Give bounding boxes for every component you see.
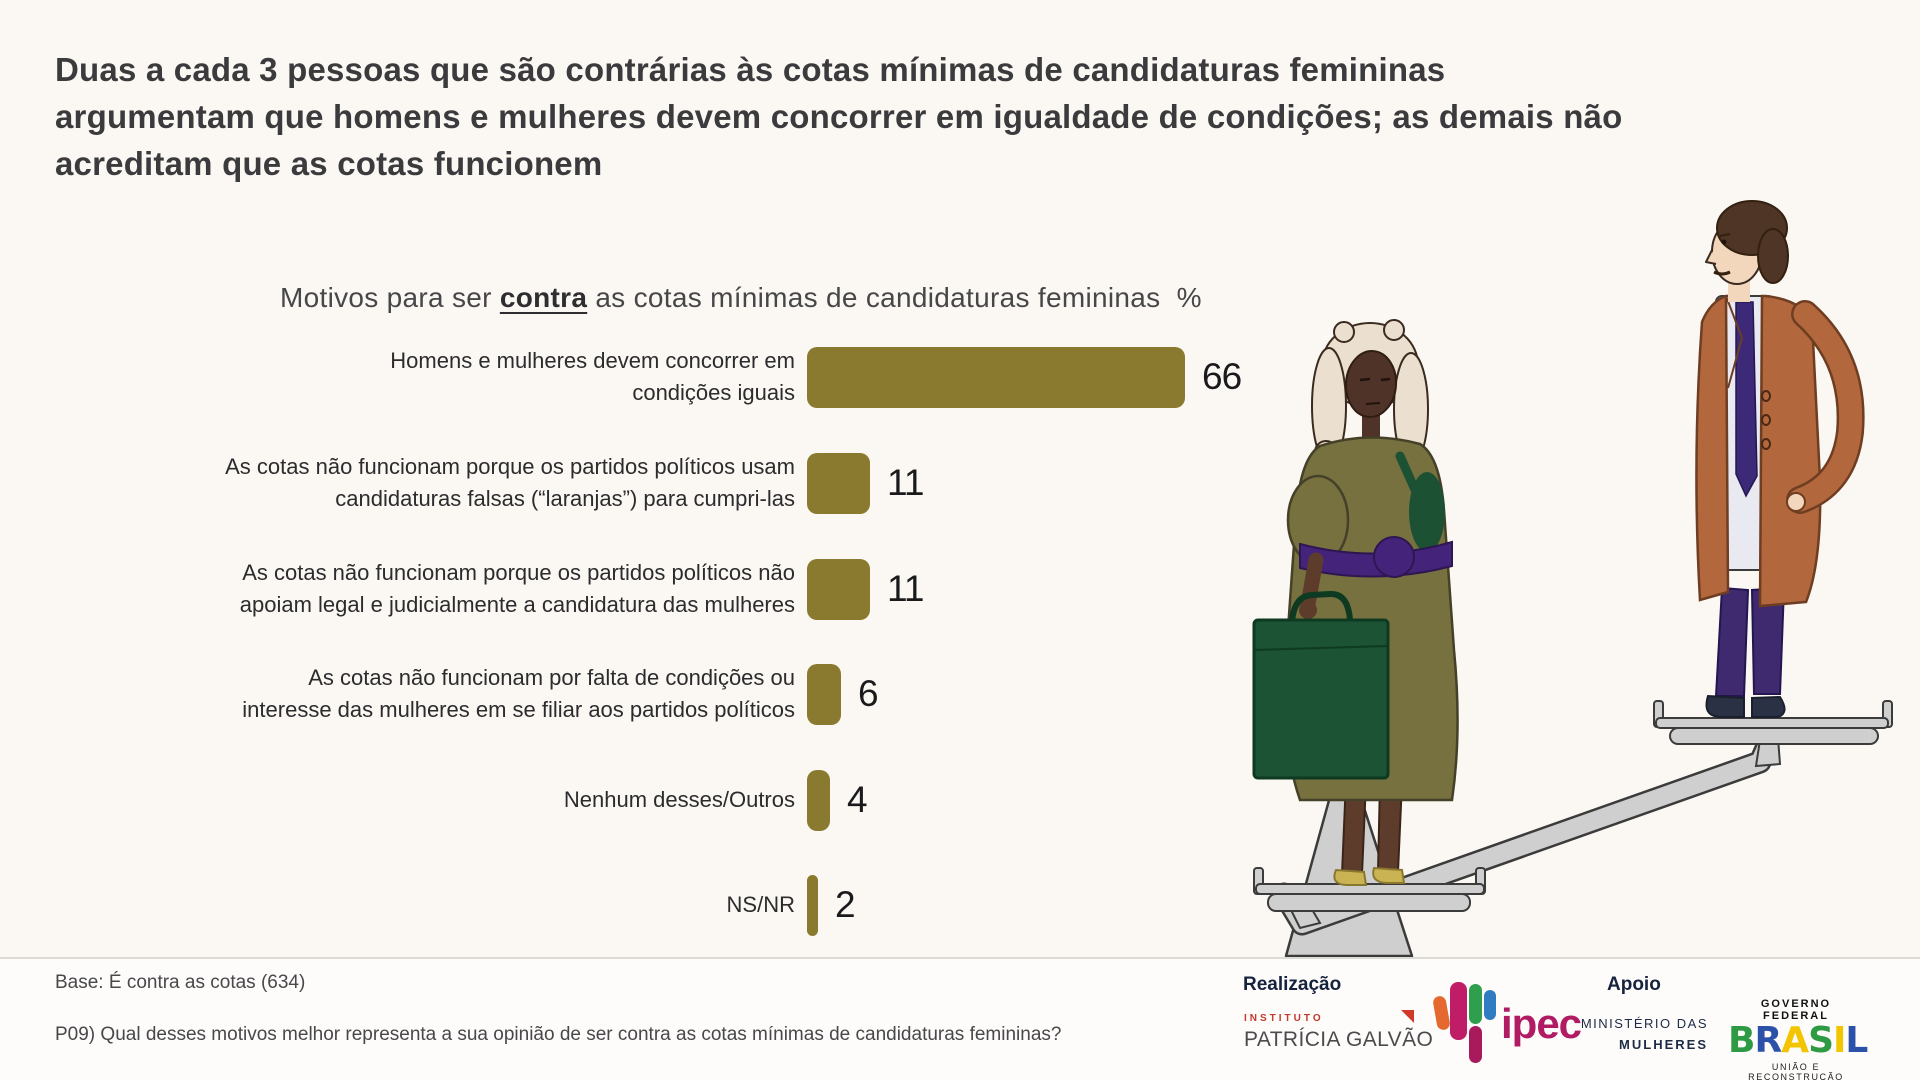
ministerio-line1: MINISTÉRIO DAS [1580,1016,1708,1031]
value-label: 66 [1202,356,1242,397]
realizacao-label: Realização [1243,974,1342,995]
page-title: Duas a cada 3 pessoas que são contrárias… [55,51,1623,182]
chart-title-suffix: as cotas mínimas de candidaturas feminin… [587,282,1202,313]
value-label: 11 [887,568,924,609]
patricia-galvao-label: PATRÍCIA GALVÃO [1244,1028,1434,1051]
ministerio-mulheres-logo: MINISTÉRIO DAS MULHERES [1578,1016,1708,1052]
bar-row: As cotas não funcionam porque os partido… [55,536,924,642]
value-label: 6 [858,673,879,714]
bar [807,558,870,620]
bar-row: NS/NR 2 [55,852,856,958]
red-triangle-icon [1401,1010,1414,1023]
footer [0,959,1920,1080]
ipec-label: ipec [1501,1000,1582,1047]
patricia-galvao-logo: INSTITUTO PATRÍCIA GALVÃO [1244,1010,1434,1052]
category-label: Homens e mulheres devem concorrer em con… [390,348,795,405]
survey-question: P09) Qual desses motivos melhor represen… [55,1024,1062,1045]
value-label: 11 [887,462,924,503]
value-label: 4 [847,779,868,820]
chart-title-prefix: Motivos para ser [280,282,500,313]
category-label: As cotas não funcionam porque os partido… [225,454,795,511]
instituto-label: INSTITUTO [1244,1013,1324,1024]
woman-figure [1252,319,1459,886]
bar [807,346,1185,408]
scale-illustration [1252,200,1893,958]
category-label: As cotas não funcionam por falta de cond… [242,665,795,722]
chart-title: Motivos para ser contra as cotas mínimas… [280,282,1202,314]
value-label: 2 [835,884,856,925]
chart-title-emphasis: contra [499,282,588,313]
right-scale-plate [1653,700,1893,768]
category-label: As cotas não funcionam porque os partido… [239,560,795,617]
category-label: Nenhum desses/Outros [563,787,795,812]
bar [807,874,818,936]
footer-divider [0,957,1920,959]
bar [807,663,841,725]
man-figure [1695,200,1865,718]
governo-federal-logo: GOVERNO FEDERAL BRASIL UNIÃO E RECONSTRU… [1728,998,1868,1080]
bar-row: Nenhum desses/Outros 4 [55,747,868,853]
bar-row: Homens e mulheres devem concorrer em con… [55,324,1242,430]
apoio-label: Apoio [1607,974,1661,995]
ipec-logo: ipec [1432,982,1582,1064]
bar [807,769,830,831]
bar-row: As cotas não funcionam porque os partido… [55,430,924,536]
bar-row: As cotas não funcionam por falta de cond… [55,641,879,747]
left-scale-plate [1253,867,1486,930]
uniao-reconstrucao-label: UNIÃO E RECONSTRUÇÃO [1748,1062,1844,1080]
brasil-logo-text: BRASIL [1728,1020,1868,1061]
ipec-logo-icon [1432,982,1497,1064]
base-note: Base: É contra as cotas (634) [55,972,306,993]
ministerio-line2: MULHERES [1619,1037,1708,1052]
category-label: NS/NR [726,892,795,917]
bar [807,452,870,514]
governo-federal-label: GOVERNO FEDERAL [1760,998,1832,1022]
